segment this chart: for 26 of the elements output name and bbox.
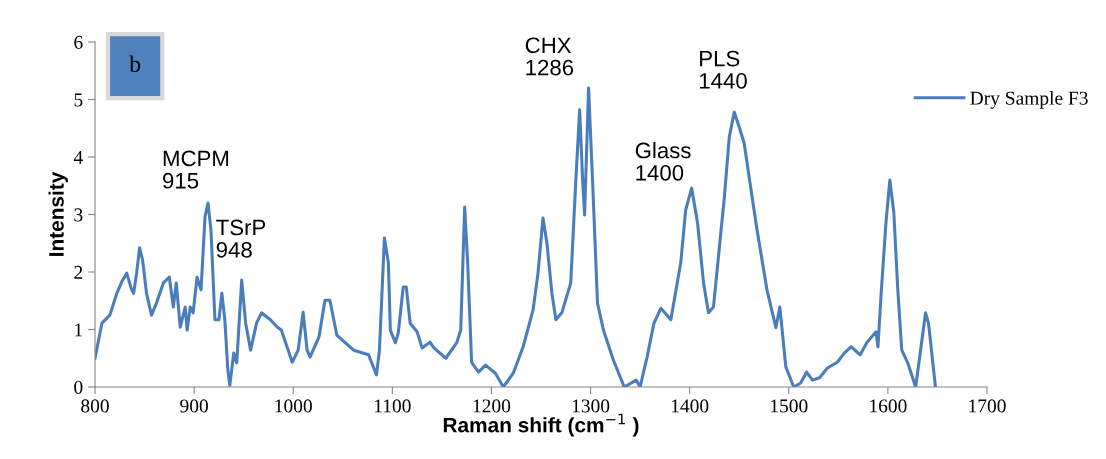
x-tick-label: 900 (180, 399, 208, 413)
annotation: PLS 1440 (699, 50, 747, 89)
y-tick-label: 2 (74, 265, 83, 279)
y-tick-label: 3 (74, 208, 83, 222)
x-tick-label: 800 (81, 399, 109, 413)
x-tick-label: 1000 (275, 399, 312, 413)
x-tick-label: 1500 (771, 399, 808, 413)
annotation: b (129, 55, 141, 73)
y-tick-label: 5 (74, 93, 83, 107)
y-tick-label: 6 (74, 35, 83, 49)
annotation: TSrP 948 (216, 219, 266, 258)
x-tick-label: 1200 (473, 399, 511, 413)
annotation: CHX 1286 (525, 37, 574, 76)
x-tick-label: 1400 (671, 399, 709, 413)
y-axis-title: Intensity (48, 171, 68, 256)
annotation: MCPM 915 (163, 150, 229, 189)
legend-label: Dry Sample F3 (970, 91, 1088, 109)
x-tick-label: 1300 (572, 399, 610, 413)
x-tick-label: 1700 (969, 399, 1006, 413)
x-tick-label: 1100 (374, 399, 411, 413)
y-tick-label: 0 (74, 380, 83, 394)
y-tick-label: 1 (75, 323, 83, 337)
x-tick-label: 1600 (870, 399, 907, 413)
x-axis-title: Raman shift (cm$^{−1}$ ) (443, 413, 639, 437)
annotation: Glass 1400 (635, 142, 691, 181)
y-tick-label: 4 (73, 150, 83, 164)
